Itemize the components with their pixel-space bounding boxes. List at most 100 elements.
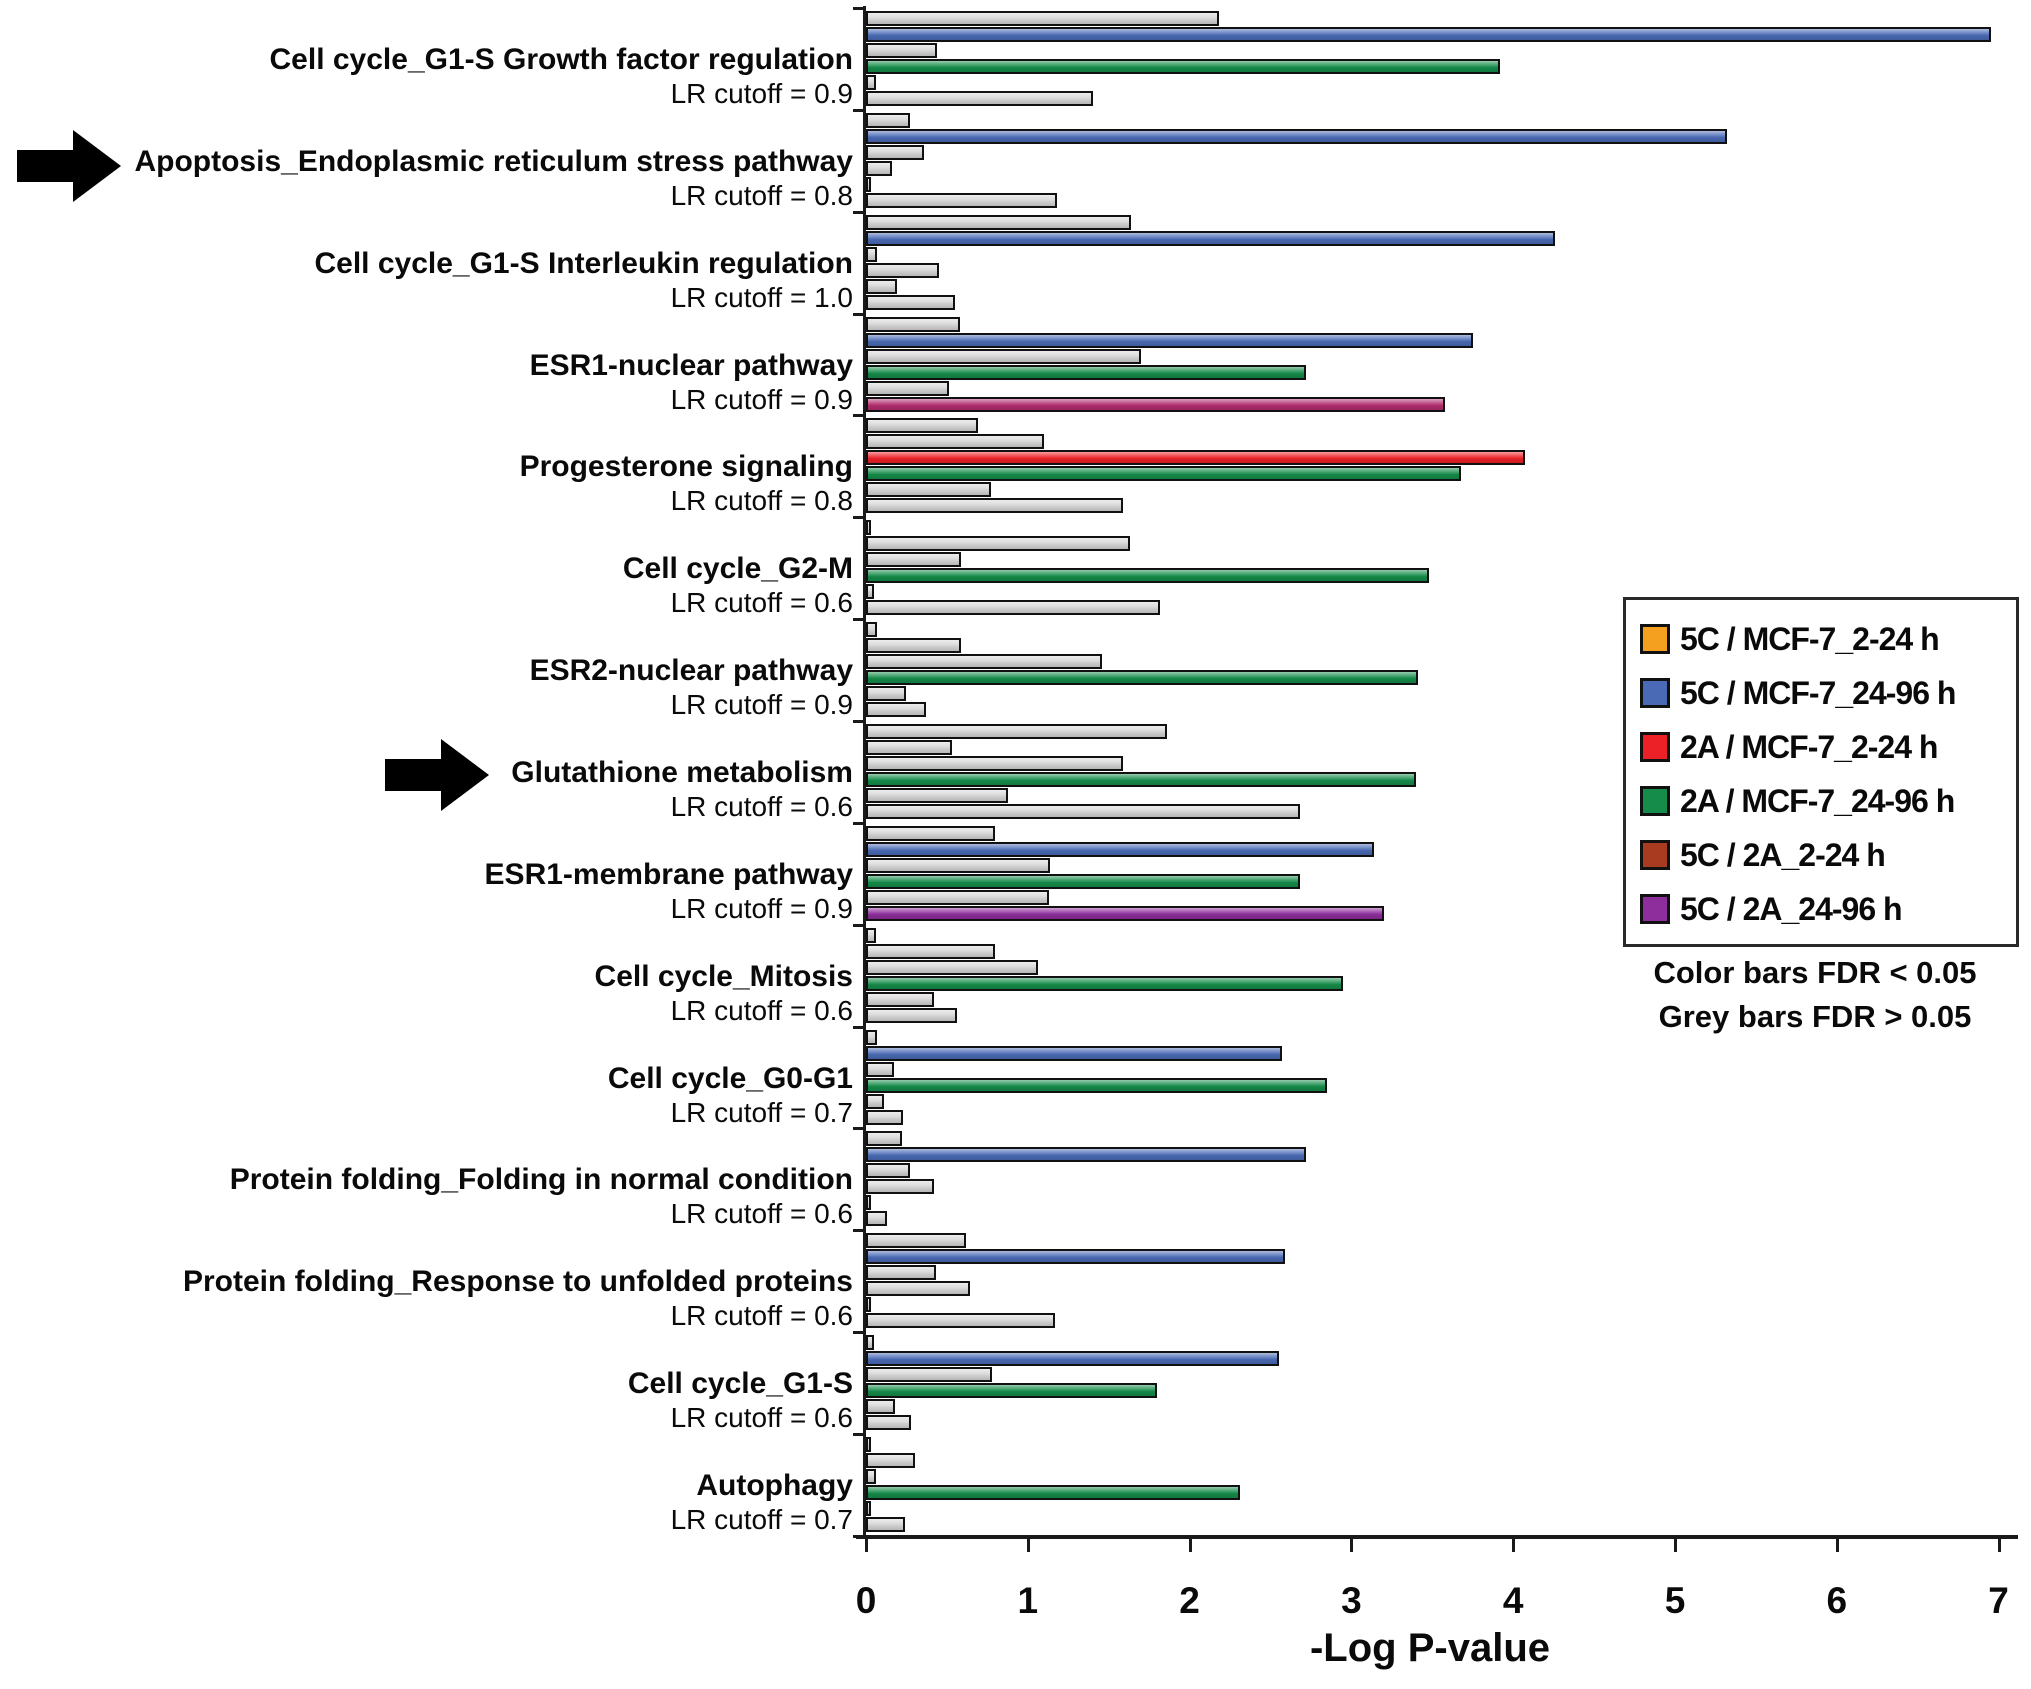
y-axis-tick xyxy=(853,516,863,520)
bar-5c-mcf-7-2-24-h xyxy=(866,1335,875,1351)
legend-entry: 2A / MCF-7_2-24 h xyxy=(1640,720,2016,774)
bar-5c-2a-2-24-h xyxy=(866,1195,871,1211)
lr-cutoff-label: LR cutoff = 0.6 xyxy=(670,587,853,619)
bar-5c-2a-24-96-h xyxy=(866,91,1093,106)
lr-cutoff-label: LR cutoff = 0.8 xyxy=(670,485,853,517)
group-label: Cell cycle_G0-G1 LR cutoff = 0.7 xyxy=(0,1061,853,1129)
lr-cutoff-label: LR cutoff = 0.9 xyxy=(670,383,853,415)
bar-5c-mcf-7-2-24-h xyxy=(866,1131,902,1147)
pathway-group: ESR1-membrane pathway LR cutoff = 0.9 xyxy=(0,823,2031,925)
legend-label: 2A / MCF-7_24-96 h xyxy=(1680,782,1955,819)
bar-5c-2a-2-24-h xyxy=(866,584,875,600)
bar-5c-mcf-7-24-96-h xyxy=(866,230,1556,246)
legend-entry: 5C / 2A_24-96 h xyxy=(1640,882,2016,936)
highlight-arrow-icon xyxy=(385,738,489,811)
group-label: Apoptosis_Endoplasmic reticulum stress p… xyxy=(0,144,853,212)
bar-2a-mcf-7-24-96-h xyxy=(866,1484,1240,1500)
legend-note-color: Color bars FDR < 0.05 xyxy=(1653,955,1977,990)
pathway-name: Cell cycle_G1-S Interleukin regulation xyxy=(314,246,853,280)
group-label: Cell cycle_G1-S Growth factor regulation… xyxy=(0,42,853,110)
bar-5c-2a-2-24-h xyxy=(866,1500,871,1516)
legend-label: 5C / 2A_2-24 h xyxy=(1680,836,1886,873)
x-tick-label: 2 xyxy=(1179,1580,1200,1621)
pathway-name: Apoptosis_Endoplasmic reticulum stress p… xyxy=(134,144,853,178)
lr-cutoff-label: LR cutoff = 0.6 xyxy=(670,790,853,822)
bar-5c-2a-2-24-h xyxy=(866,482,991,498)
y-axis-line xyxy=(863,6,866,1538)
bar-5c-2a-24-96-h xyxy=(866,498,1124,514)
pathway-group: Protein folding_Folding in normal condit… xyxy=(0,1128,2031,1230)
legend-swatch xyxy=(1640,840,1670,870)
bar-2a-mcf-7-24-96-h xyxy=(866,160,892,176)
lr-cutoff-label: LR cutoff = 0.7 xyxy=(670,1503,853,1535)
pathway-group: Cell cycle_G2-M LR cutoff = 0.6 xyxy=(0,517,2031,619)
pathway-name: Autophagy xyxy=(696,1468,853,1502)
bar-5c-2a-24-96-h xyxy=(866,396,1446,412)
bar-5c-2a-2-24-h xyxy=(866,1399,896,1415)
bar-5c-mcf-7-2-24-h xyxy=(866,1233,967,1249)
pathway-group: Cell cycle_G1-S Interleukin regulation LR… xyxy=(0,212,2031,314)
lr-cutoff-label: LR cutoff = 1.0 xyxy=(670,281,853,313)
bar-5c-mcf-7-2-24-h xyxy=(866,622,878,638)
y-axis-tick xyxy=(853,821,863,825)
x-tick-label: 4 xyxy=(1502,1580,1524,1621)
group-label: ESR2-nuclear pathway LR cutoff = 0.9 xyxy=(0,653,853,721)
bar-5c-mcf-7-24-96-h xyxy=(866,27,1991,42)
bar-2a-mcf-7-2-24-h xyxy=(866,348,1142,364)
bar-5c-mcf-7-24-96-h xyxy=(866,434,1044,450)
x-tick-label: 5 xyxy=(1664,1580,1686,1621)
bar-2a-mcf-7-2-24-h xyxy=(866,1468,876,1484)
group-label: Cell cycle_G2-M LR cutoff = 0.6 xyxy=(0,551,853,619)
bar-2a-mcf-7-2-24-h xyxy=(866,1367,993,1383)
y-axis-tick xyxy=(853,719,863,723)
bar-2a-mcf-7-24-96-h xyxy=(866,466,1462,482)
x-tick-label: 7 xyxy=(1988,1580,2009,1621)
bar-5c-mcf-7-24-96-h xyxy=(866,332,1473,348)
bar-5c-mcf-7-2-24-h xyxy=(866,316,960,332)
y-axis-tick xyxy=(853,1432,863,1436)
bar-5c-2a-24-96-h xyxy=(866,1007,957,1023)
pathway-name: Cell cycle_G0-G1 xyxy=(607,1061,853,1095)
bar-2a-mcf-7-2-24-h xyxy=(866,144,925,160)
group-label: Glutathione metabolism LR cutoff = 0.6 xyxy=(0,755,853,823)
legend-label: 5C / MCF-7_2-24 h xyxy=(1680,620,1940,657)
bar-5c-2a-24-96-h xyxy=(866,1415,912,1431)
bar-5c-2a-24-96-h xyxy=(866,1313,1056,1329)
y-axis-tick xyxy=(853,210,863,214)
bar-5c-mcf-7-24-96-h xyxy=(866,1045,1282,1061)
y-axis-tick xyxy=(853,1025,863,1029)
bar-2a-mcf-7-2-24-h xyxy=(866,857,1051,873)
legend-entry: 5C / 2A_2-24 h xyxy=(1640,828,2016,882)
x-axis-line xyxy=(856,1535,2018,1539)
pathway-name: Glutathione metabolism xyxy=(511,755,853,789)
bar-5c-mcf-7-2-24-h xyxy=(866,927,876,943)
bar-5c-2a-24-96-h xyxy=(866,1211,888,1227)
bar-5c-2a-2-24-h xyxy=(866,991,934,1007)
bar-2a-mcf-7-24-96-h xyxy=(866,1281,970,1297)
legend-label: 5C / MCF-7_24-96 h xyxy=(1680,674,1956,711)
bar-5c-mcf-7-2-24-h xyxy=(866,1436,871,1452)
highlight-arrow-icon xyxy=(17,129,121,202)
bar-5c-2a-24-96-h xyxy=(866,600,1161,616)
x-axis-tick xyxy=(1835,1539,1839,1552)
y-axis-tick xyxy=(853,1331,863,1335)
bar-5c-2a-2-24-h xyxy=(866,1297,871,1313)
bar-2a-mcf-7-2-24-h xyxy=(866,450,1525,466)
bar-5c-mcf-7-24-96-h xyxy=(866,1249,1286,1265)
bar-2a-mcf-7-2-24-h xyxy=(866,959,1038,975)
bar-5c-mcf-7-24-96-h xyxy=(866,739,952,755)
x-axis-tick xyxy=(1350,1539,1354,1552)
x-tick-label: 0 xyxy=(855,1580,877,1621)
bar-2a-mcf-7-2-24-h xyxy=(866,755,1124,771)
x-axis-title: -Log P-value xyxy=(1309,1626,1551,1670)
x-tick-label: 1 xyxy=(1017,1580,1039,1621)
x-axis-tick xyxy=(1512,1539,1516,1552)
pathway-group: Cell cycle_Mitosis LR cutoff = 0.6 xyxy=(0,925,2031,1027)
lr-cutoff-label: LR cutoff = 0.7 xyxy=(670,1096,853,1128)
y-axis-tick xyxy=(853,923,863,927)
bar-2a-mcf-7-2-24-h xyxy=(866,654,1103,670)
lr-cutoff-label: LR cutoff = 0.9 xyxy=(670,78,853,109)
bar-5c-mcf-7-24-96-h xyxy=(866,536,1130,552)
pathway-group: Protein folding_Response to unfolded pro… xyxy=(0,1230,2031,1332)
y-axis-tick xyxy=(853,312,863,316)
